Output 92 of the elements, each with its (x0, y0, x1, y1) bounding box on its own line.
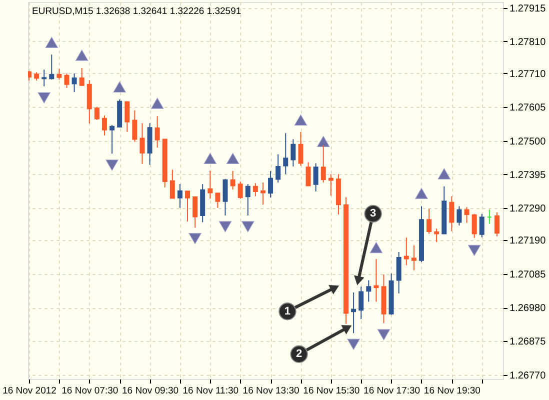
candlestick (396, 252, 402, 294)
y-tick-label: 1.26770 (510, 370, 546, 382)
candlestick (72, 72, 77, 93)
x-tick-label: 16 Nov 13:30 (242, 386, 300, 396)
candlestick (404, 237, 409, 266)
chart-title: EURUSD,M15 1.32638 1.32641 1.32226 1.32591 (32, 6, 242, 17)
y-tick-label: 1.27500 (510, 136, 546, 148)
point (150, 98, 164, 109)
candlestick (177, 184, 182, 208)
y-tick-label: 1.27290 (510, 204, 546, 215)
candlestick (222, 178, 228, 216)
point (377, 329, 390, 340)
candlestick (215, 192, 220, 208)
candlestick (252, 182, 258, 197)
x-tick-label: 16 Nov 2012 (2, 386, 56, 396)
point (106, 160, 118, 171)
candlestick (320, 144, 326, 183)
candlestick (64, 72, 70, 88)
candlestick (56, 68, 62, 80)
candlestick (170, 169, 175, 199)
candlestick (290, 138, 296, 167)
point (347, 338, 360, 350)
candlestick (94, 106, 100, 120)
candlestick (245, 184, 250, 216)
y-tick-label: 1.26980 (510, 303, 546, 314)
candlestick (230, 170, 236, 190)
annotation: 2 (296, 348, 302, 360)
candlestick (351, 292, 356, 334)
candlestick (328, 174, 334, 196)
candlestick (132, 110, 138, 142)
candlestick (192, 196, 198, 228)
candlestick (79, 68, 84, 86)
point (316, 136, 330, 148)
point (75, 50, 88, 61)
point (218, 221, 232, 232)
candlestick (358, 286, 364, 320)
point (294, 114, 308, 126)
candlestick (185, 190, 190, 222)
candlestick (313, 162, 318, 192)
x-tick-label: 16 Nov 15:30 (303, 386, 360, 396)
candlestick (411, 244, 416, 271)
candlestick (464, 206, 470, 224)
candlestick (154, 116, 160, 148)
y-tick-label: 1.27085 (510, 269, 546, 280)
candlestick (268, 170, 274, 198)
candlestick (208, 170, 213, 200)
candlestick (49, 54, 54, 80)
candlestick (479, 213, 484, 238)
candlestick (42, 69, 47, 87)
x-tick-label: 16 Nov 09:30 (122, 386, 179, 396)
candlestick (456, 206, 462, 226)
point (370, 242, 383, 254)
point (226, 152, 240, 164)
candlestick (472, 213, 477, 238)
candlestick (426, 208, 432, 234)
point (468, 244, 481, 256)
y-tick-label: 1.26875 (510, 336, 546, 348)
y-tick-label: 1.27810 (510, 36, 546, 48)
candlestick (494, 212, 500, 237)
candlestick (110, 124, 115, 154)
point (415, 188, 428, 199)
x-tick-label: 16 Nov 17:30 (364, 386, 420, 396)
point (188, 232, 202, 244)
x-tick-label: 16 Nov 11:30 (182, 386, 239, 396)
candlestick (283, 132, 288, 175)
candlestick (102, 114, 107, 136)
y-tick-label: 1.27605 (510, 102, 546, 114)
x-tick-label: 16 Nov 19:30 (424, 386, 480, 396)
y-tick-label: 1.27395 (510, 170, 546, 181)
candlestick (449, 196, 454, 232)
annotation: 3 (370, 208, 376, 220)
y-tick-label: 1.27915 (510, 3, 546, 14)
point (204, 152, 217, 164)
candlestick (374, 258, 379, 302)
y-tick-label: 1.27710 (510, 68, 546, 80)
point (241, 221, 254, 232)
annotation: 1 (284, 305, 291, 318)
candlestick (238, 181, 243, 200)
point (38, 92, 51, 104)
candlestick (306, 162, 311, 186)
candlestick (434, 228, 440, 243)
y-tick-label: 1.27190 (510, 236, 546, 247)
x-tick-label: 16 Nov 07:30 (62, 386, 118, 396)
point (438, 168, 451, 180)
candlestick (366, 280, 372, 302)
candlestick (298, 131, 304, 166)
candlestick (124, 101, 130, 132)
point (45, 36, 58, 48)
point (113, 81, 126, 93)
candlestick (260, 182, 266, 206)
candlestick (276, 154, 281, 183)
candlestick (140, 122, 145, 164)
